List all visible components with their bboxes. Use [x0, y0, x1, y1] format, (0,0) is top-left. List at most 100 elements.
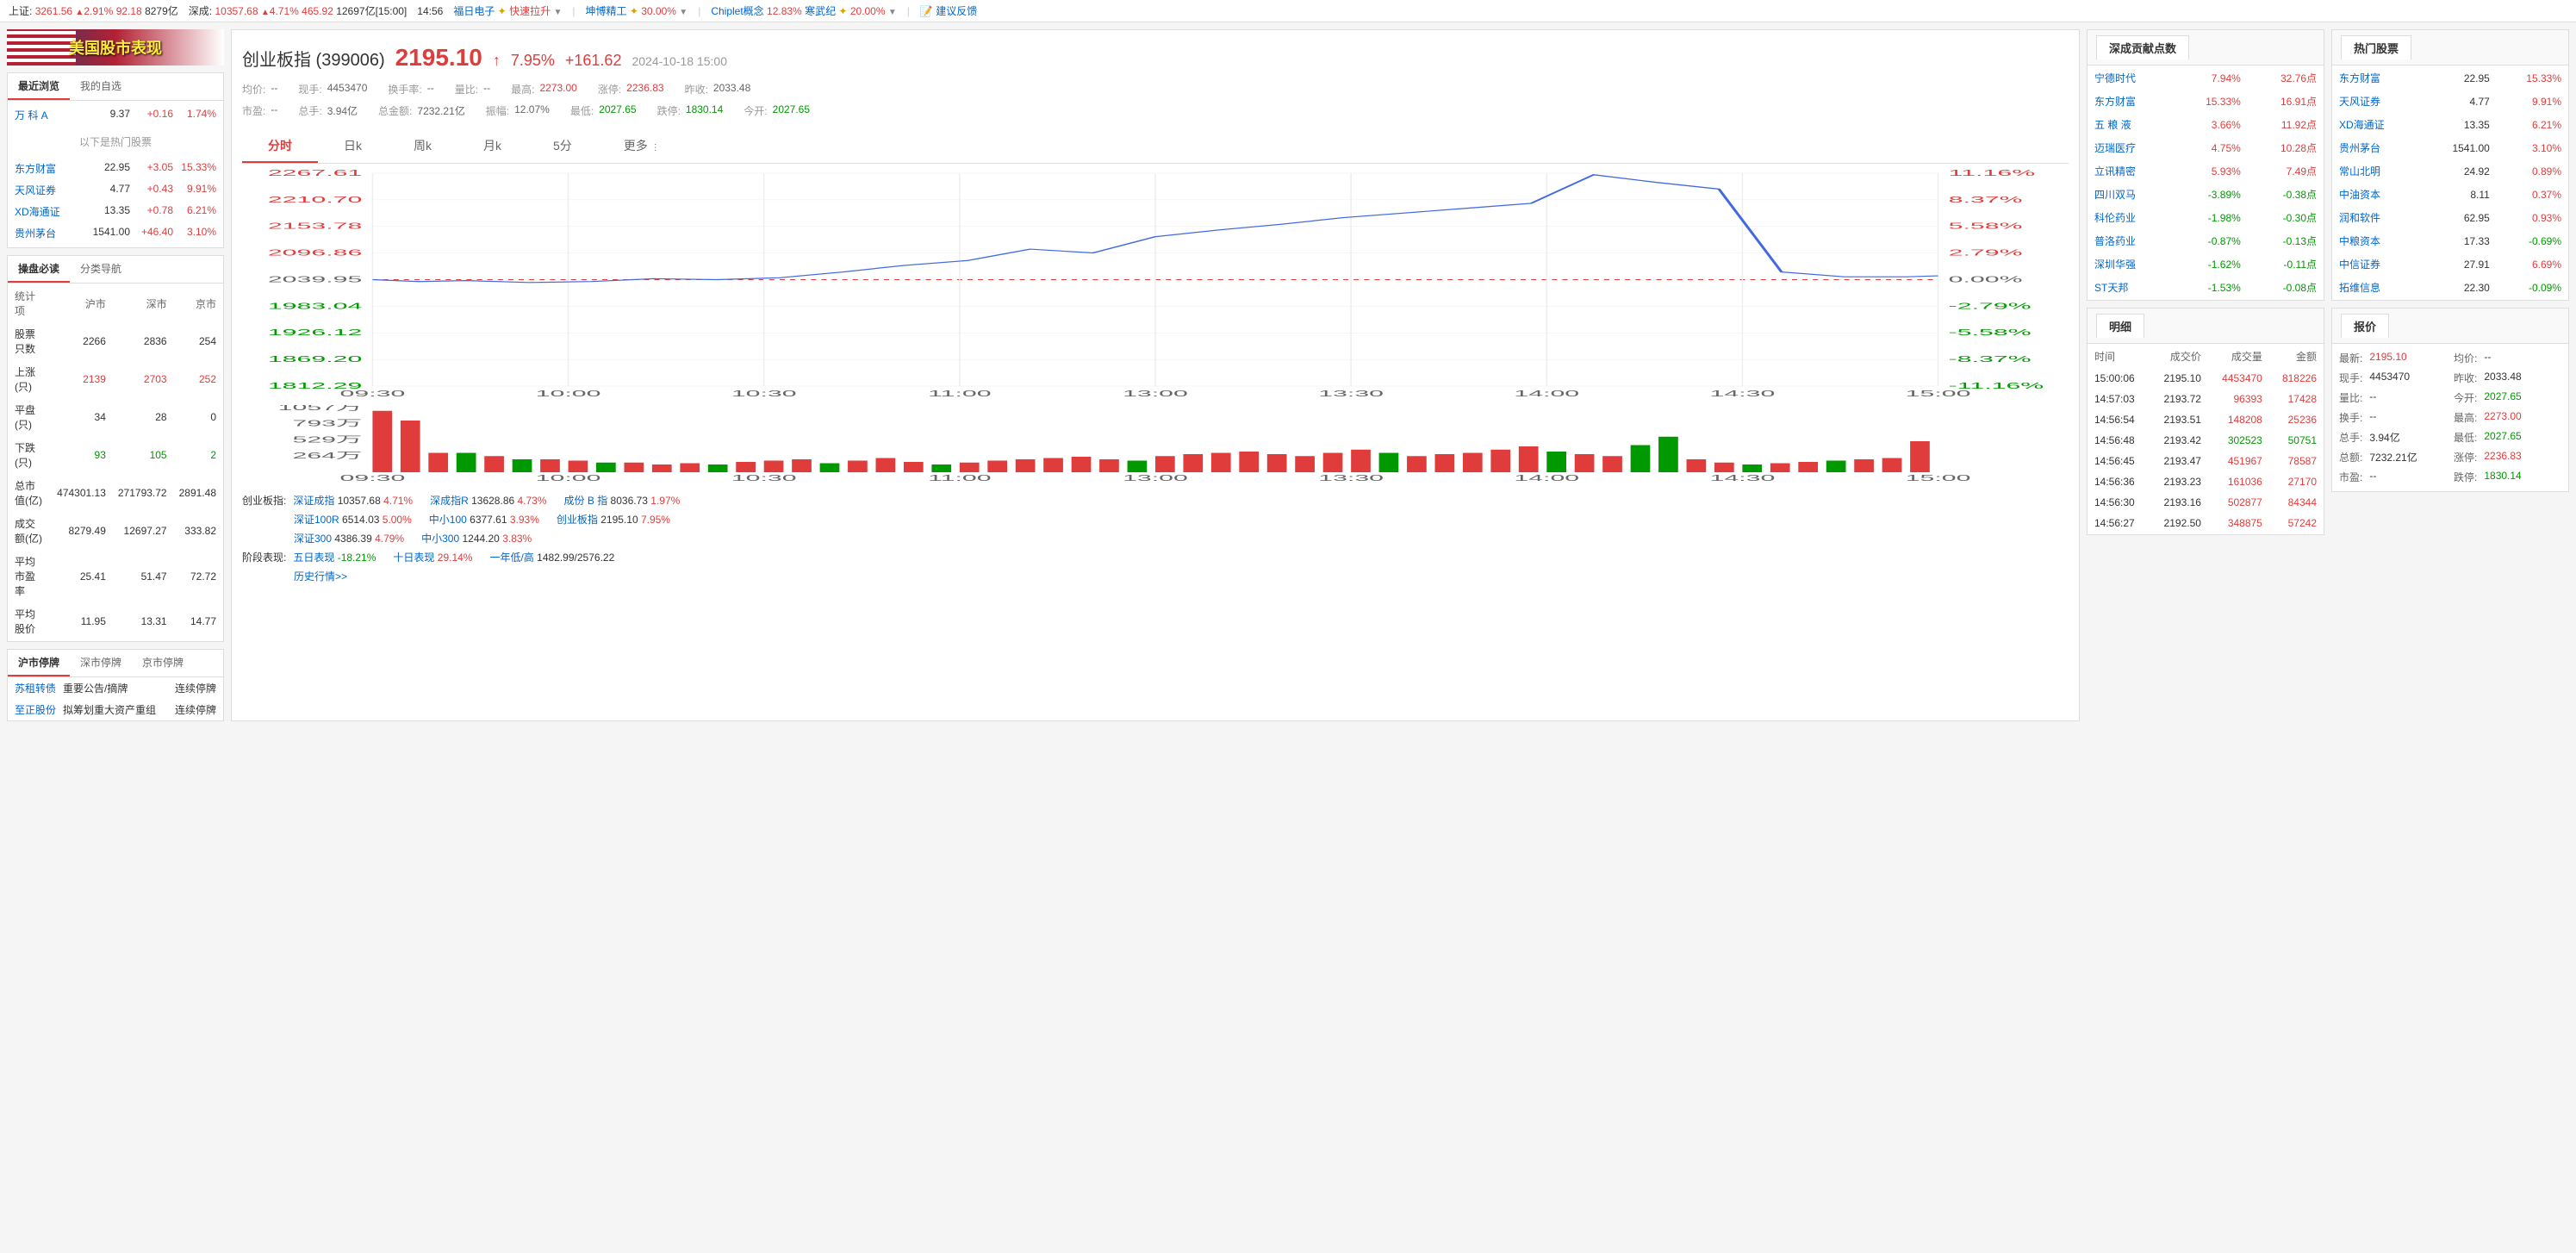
- contrib-row[interactable]: 迈瑞医疗4.75%10.28点: [2089, 137, 2322, 159]
- us-market-banner[interactable]: 美国股市表现: [7, 29, 224, 65]
- ticker-stock2[interactable]: 坤博精工 ✦ 30.00% ▼: [585, 3, 688, 18]
- related-index[interactable]: 创业板指 2195.10 7.95%: [557, 514, 670, 526]
- quote-panel: 报价 最新:2195.10均价:--现手:4453470昨收:2033.48量比…: [2331, 308, 2569, 492]
- table-row: 平盘(只)34280: [9, 399, 221, 435]
- hot-row[interactable]: 常山北明24.920.89%: [2334, 160, 2567, 182]
- stat-item: 跌停:1830.14: [657, 103, 724, 118]
- stock-row[interactable]: 万 科 A9.37+0.161.74%: [8, 104, 223, 126]
- stat-item: 振幅:12.07%: [486, 103, 550, 118]
- tab-category[interactable]: 分类导航: [70, 256, 132, 283]
- svg-text:14:30: 14:30: [1710, 473, 1776, 483]
- svg-text:1869.20: 1869.20: [268, 354, 362, 364]
- chart-tab-0[interactable]: 分时: [242, 130, 318, 163]
- hot-row[interactable]: 中油资本8.110.37%: [2334, 184, 2567, 205]
- hot-panel: 热门股票 东方财富22.9515.33%天风证券4.779.91%XD海通证13…: [2331, 29, 2569, 301]
- chart-tab-1[interactable]: 日k: [318, 130, 388, 163]
- stage-item: 五日表现 -18.21%: [293, 552, 376, 564]
- svg-text:1983.04: 1983.04: [268, 302, 362, 311]
- tab-watchlist[interactable]: 我的自选: [70, 73, 132, 100]
- contrib-row[interactable]: 五 粮 液3.66%11.92点: [2089, 114, 2322, 135]
- sz-label: 深成: 10357.68 ▲4.71% 465.92 12697亿[15:00]: [189, 3, 408, 18]
- quote-value: 2027.65: [2484, 430, 2561, 445]
- tab-sz-suspend[interactable]: 深市停牌: [70, 650, 132, 676]
- contrib-row[interactable]: 立讯精密5.93%7.49点: [2089, 160, 2322, 182]
- hot-row[interactable]: XD海通证13.356.21%: [2334, 114, 2567, 135]
- chart-tab-2[interactable]: 周k: [388, 130, 457, 163]
- detail-row: 14:56:542193.5114820825236: [2089, 410, 2322, 429]
- history-link[interactable]: 历史行情>>: [294, 570, 347, 583]
- related-index[interactable]: 中小100 6377.61 3.93%: [429, 514, 539, 526]
- index-name: 创业板指 (399006): [242, 46, 385, 71]
- suspend-row[interactable]: 至正股份拟筹划重大资产重组连续停牌: [8, 699, 223, 720]
- contrib-row[interactable]: 科伦药业-1.98%-0.30点: [2089, 207, 2322, 228]
- table-row: 成交额(亿)8279.4912697.27333.82: [9, 513, 221, 549]
- svg-text:10:00: 10:00: [536, 473, 601, 483]
- svg-text:2.79%: 2.79%: [1949, 248, 2023, 258]
- svg-text:1057万: 1057万: [278, 405, 363, 412]
- ticker-concept[interactable]: Chiplet概念 12.83% 寒武纪 ✦ 20.00% ▼: [711, 3, 896, 18]
- stat-item: 今开:2027.65: [744, 103, 810, 118]
- quote-label: 涨停:: [2454, 450, 2477, 464]
- svg-text:264万: 264万: [293, 451, 363, 460]
- svg-text:-8.37%: -8.37%: [1949, 354, 2032, 364]
- related-index[interactable]: 深证成指 10357.68 4.71%: [293, 495, 413, 507]
- tab-sh-suspend[interactable]: 沪市停牌: [8, 650, 70, 676]
- volume-chart[interactable]: 1057万793万529万264万09:3010:0010:3011:0013:…: [242, 405, 2069, 483]
- stat-item: 昨收:2033.48: [685, 82, 751, 97]
- quote-label: 跌停:: [2454, 470, 2477, 484]
- related-index[interactable]: 深证300 4386.39 4.79%: [294, 533, 404, 545]
- hot-row[interactable]: 天风证券4.779.91%: [2334, 90, 2567, 112]
- feedback-link[interactable]: 📝 建议反馈: [920, 3, 977, 18]
- chart-tab-3[interactable]: 月k: [457, 130, 527, 163]
- ticker-time: 14:56: [417, 5, 443, 17]
- svg-text:2210.70: 2210.70: [268, 195, 362, 204]
- suspend-row[interactable]: 苏租转债重要公告/摘牌连续停牌: [8, 677, 223, 699]
- stock-row[interactable]: XD海通证13.35+0.786.21%: [8, 201, 223, 222]
- hot-row[interactable]: 拓维信息22.30-0.09%: [2334, 277, 2567, 298]
- stock-row[interactable]: 天风证券4.77+0.439.91%: [8, 179, 223, 201]
- hot-title: 热门股票: [2341, 35, 2411, 59]
- svg-text:14:00: 14:00: [1514, 389, 1579, 398]
- svg-text:2267.61: 2267.61: [268, 169, 362, 178]
- chart-tab-5[interactable]: 更多 ⋮: [598, 130, 686, 163]
- contrib-row[interactable]: 深圳华强-1.62%-0.11点: [2089, 253, 2322, 275]
- quote-title: 报价: [2341, 314, 2389, 338]
- related-index[interactable]: 成份 B 指 8036.73 1.97%: [564, 495, 681, 507]
- contrib-row[interactable]: 四川双马-3.89%-0.38点: [2089, 184, 2322, 205]
- chart-tab-4[interactable]: 5分: [527, 130, 598, 163]
- center-panel: 创业板指 (399006) 2195.10 ↑ 7.95% +161.62 20…: [231, 29, 2080, 721]
- stock-row[interactable]: 东方财富22.95+3.0515.33%: [8, 158, 223, 179]
- svg-text:5.58%: 5.58%: [1949, 221, 2023, 231]
- contrib-row[interactable]: 普洛药业-0.87%-0.13点: [2089, 230, 2322, 252]
- quote-value: 7232.21亿: [2369, 450, 2447, 464]
- stock-row[interactable]: 贵州茅台1541.00+46.403.10%: [8, 222, 223, 244]
- related-index[interactable]: 深成指R 13628.86 4.73%: [430, 495, 546, 507]
- hot-row[interactable]: 中粮资本17.33-0.69%: [2334, 230, 2567, 252]
- stage-item: 十日表现 29.14%: [393, 552, 472, 564]
- related-index[interactable]: 中小300 1244.20 3.83%: [421, 533, 532, 545]
- hot-row[interactable]: 东方财富22.9515.33%: [2334, 67, 2567, 89]
- tab-recent[interactable]: 最近浏览: [8, 73, 70, 100]
- svg-text:14:30: 14:30: [1710, 389, 1776, 398]
- quote-label: 今开:: [2454, 390, 2477, 405]
- ticker-stock1[interactable]: 福日电子 ✦ 快速拉升 ▼: [453, 3, 562, 18]
- intraday-chart[interactable]: 2267.6111.16%2210.708.37%2153.785.58%209…: [242, 169, 2069, 402]
- table-row: 平均股价11.9513.3114.77: [9, 603, 221, 639]
- stat-item: 涨停:2236.83: [598, 82, 664, 97]
- detail-panel: 明细 时间成交价成交量金额15:00:062195.10445347081822…: [2087, 308, 2324, 535]
- contrib-row[interactable]: 东方财富15.33%16.91点: [2089, 90, 2322, 112]
- hot-row[interactable]: 中信证券27.916.69%: [2334, 253, 2567, 275]
- hot-row[interactable]: 润和软件62.950.93%: [2334, 207, 2567, 228]
- detail-row: 14:56:482193.4230252350751: [2089, 431, 2322, 450]
- must-read-panel: 操盘必读 分类导航 统计项沪市深市京市股票只数22662836254上涨(只)2…: [7, 255, 224, 642]
- quote-label: 换手:: [2339, 410, 2362, 425]
- tab-bj-suspend[interactable]: 京市停牌: [132, 650, 194, 676]
- related-index[interactable]: 深证100R 6514.03 5.00%: [294, 514, 412, 526]
- hot-row[interactable]: 贵州茅台1541.003.10%: [2334, 137, 2567, 159]
- quote-value: --: [2369, 390, 2447, 405]
- contrib-row[interactable]: 宁德时代7.94%32.76点: [2089, 67, 2322, 89]
- contrib-row[interactable]: ST天邦-1.53%-0.08点: [2089, 277, 2322, 298]
- tab-must-read[interactable]: 操盘必读: [8, 256, 70, 283]
- svg-text:2153.78: 2153.78: [268, 221, 362, 231]
- detail-row: 14:56:452193.4745196778587: [2089, 452, 2322, 471]
